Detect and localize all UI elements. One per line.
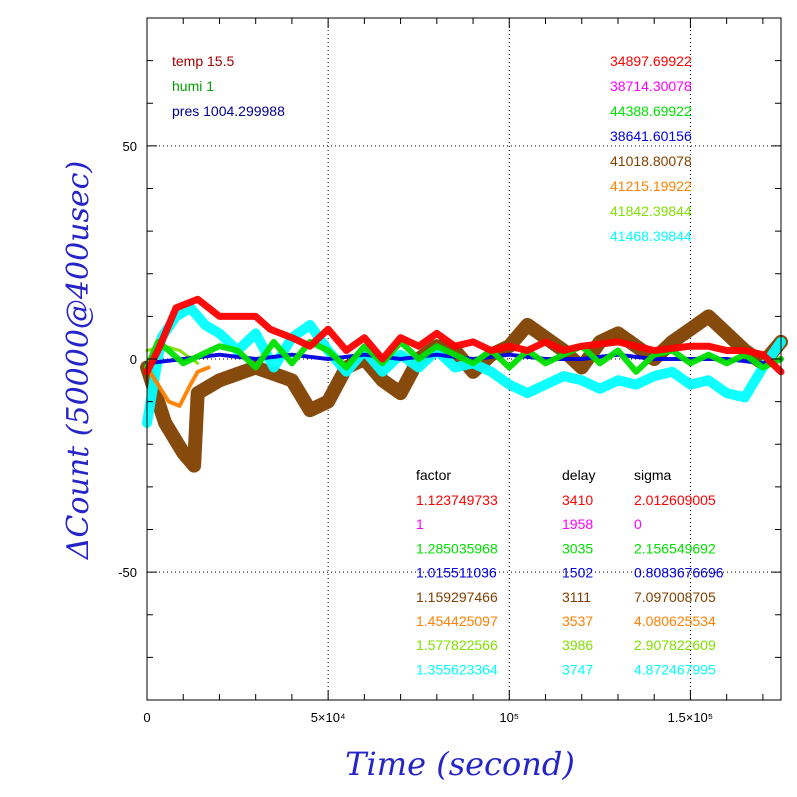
series-mean-label: 34897.69922 [610,53,692,69]
stats-sigma: 2.156549692 [634,540,716,556]
stats-sigma: 4.872467995 [634,661,716,677]
stats-delay: 3410 [562,492,593,508]
stats-factor: 1.355623364 [416,661,498,677]
stats-delay: 3537 [562,613,593,629]
stats-factor: 1.015511036 [416,565,497,581]
y-tick-label: 50 [123,139,137,154]
x-axis-title: Time (second) [345,745,575,783]
stats-sigma: 2.907822609 [634,637,716,653]
series-line [140,309,788,473]
stats-header-delay: delay [562,467,595,483]
series-mean-label: 41468.39844 [610,228,692,244]
y-tick-label: 0 [130,352,137,367]
y-axis-title: ΔCount (50000@400usec) [61,161,96,560]
annotations: temp 15.5 humi 1 pres 1004.299988 34897.699… [172,53,724,677]
stats-factor: 1.285035968 [416,540,498,556]
series-mean-label: 44388.69922 [610,103,692,119]
stats-factor: 1.123749733 [416,492,498,508]
stats-sigma: 4.080625534 [634,613,716,629]
series-line [145,365,211,408]
series-mean-label: 41018.80078 [610,153,692,169]
x-tick-label: 10⁵ [499,710,519,725]
series-layer [140,295,788,473]
stats-factor: 1 [416,516,424,532]
env-label: pres 1004.299988 [172,103,285,119]
series-line [143,295,785,376]
series-mean-label: 38641.60156 [610,128,692,144]
stats-delay: 3111 [562,589,591,605]
stats-delay: 1502 [562,565,593,581]
stats-factor: 1.577822566 [416,637,498,653]
series-mean-label: 41842.39844 [610,203,692,219]
stats-delay: 3986 [562,637,593,653]
stats-sigma: 0.8083676696 [634,565,724,581]
env-label: humi 1 [172,78,214,94]
stats-header-sigma: sigma [634,467,672,483]
x-tick-label: 5×10⁴ [311,710,346,725]
series-line [145,352,783,366]
series-mean-label: 38714.30078 [610,78,692,94]
stats-delay: 3035 [562,540,593,556]
stats-sigma: 0 [634,516,642,532]
x-tick-label: 0 [143,710,150,725]
axis-ticks [146,17,781,701]
series-mean-label: 41215.19922 [610,178,692,194]
y-tick-label: -50 [118,565,137,580]
x-tick-label: 1.5×10⁵ [668,710,714,725]
stats-sigma: 7.097008705 [634,589,716,605]
stats-factor: 1.454425097 [416,613,498,629]
env-label: temp 15.5 [172,53,234,69]
stats-sigma: 2.012609005 [634,492,716,508]
stats-delay: 3747 [562,661,593,677]
stats-delay: 1958 [562,516,593,532]
tick-labels: 0 5×10⁴ 10⁵ 1.5×10⁵ 50 0 -50 [118,139,713,725]
stats-factor: 1.159297466 [416,589,498,605]
stats-header-factor: factor [416,467,451,483]
